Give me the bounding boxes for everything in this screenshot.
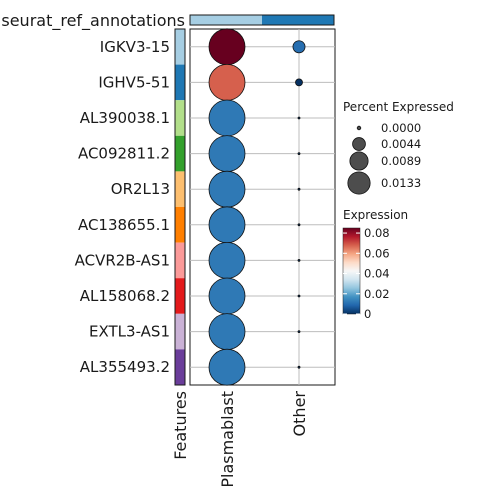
- dot-1-2: [292, 40, 306, 54]
- features-axis-label: Features: [171, 391, 190, 460]
- dot-5-1: [208, 170, 246, 208]
- color-legend-title: Expression: [343, 208, 408, 222]
- color-legend-label: 0: [364, 307, 371, 321]
- dot-8-1: [208, 277, 246, 315]
- color-legend-label: 0.06: [364, 246, 390, 260]
- size-legend-key: [347, 171, 371, 195]
- dot-3-2: [297, 116, 301, 120]
- size-legend-label: 0.0133: [381, 176, 421, 190]
- color-legend: Expression 0 0.02 0.04 0.06 0.08: [342, 208, 408, 321]
- plot-panel: [189, 28, 336, 386]
- feature-label: EXTL3-AS1: [89, 323, 170, 341]
- dot-7-1: [208, 241, 246, 279]
- feature-color-8: [175, 278, 185, 314]
- dot-4-2: [297, 152, 301, 156]
- color-legend-bar: [342, 227, 361, 315]
- color-legend-label: 0.08: [364, 226, 390, 240]
- feature-label: OR2L13: [111, 180, 170, 198]
- annotation-segment-other: [262, 15, 334, 25]
- size-legend-label: 0.0089: [381, 154, 421, 168]
- feature-color-4: [175, 135, 185, 172]
- feature-color-strip: [174, 28, 186, 386]
- feature-color-2: [175, 64, 185, 101]
- dot-8-2: [297, 294, 301, 298]
- dot-10-1: [208, 348, 246, 386]
- dot-1-1: [208, 28, 246, 66]
- dot-3-1: [208, 99, 246, 137]
- dot-7-2: [297, 258, 301, 262]
- dot-9-1: [208, 313, 246, 351]
- feature-color-3: [175, 100, 185, 136]
- dot-2-2: [295, 78, 303, 87]
- annotation-bar-label: seurat_ref_annotations: [1, 11, 185, 31]
- size-legend: Percent Expressed 0.0000 0.0044 0.0089 0.01…: [343, 100, 454, 195]
- feature-color-5: [175, 171, 185, 207]
- feature-label: IGHV5-51: [98, 73, 170, 91]
- size-legend-key: [356, 125, 362, 131]
- dot-10-2: [297, 365, 301, 369]
- feature-label: IGKV3-15: [100, 38, 170, 56]
- feature-strip-border: [174, 28, 186, 386]
- size-legend-key: [352, 137, 366, 151]
- color-legend-label: 0.02: [364, 287, 390, 301]
- group-label: Other: [290, 391, 309, 437]
- size-legend-label: 0.0044: [381, 137, 421, 151]
- annotation-bar-border: [189, 14, 335, 26]
- annotation-segment-plasmablast: [190, 15, 262, 25]
- dot-5-2: [297, 187, 301, 191]
- feature-label: AL355493.2: [80, 358, 170, 376]
- feature-color-6: [175, 207, 185, 243]
- feature-label: AL158068.2: [80, 287, 170, 305]
- feature-color-1: [175, 29, 185, 65]
- size-legend-key: [349, 151, 369, 171]
- feature-label: AL390038.1: [80, 109, 170, 127]
- feature-label: ACVR2B-AS1: [75, 251, 170, 269]
- dot-2-1: [208, 64, 246, 101]
- feature-color-7: [175, 242, 185, 279]
- feature-color-10: [175, 349, 185, 385]
- dot-6-2: [297, 223, 301, 227]
- feature-color-9: [175, 313, 185, 350]
- size-legend-label: 0.0000: [381, 121, 421, 135]
- feature-label: AC092811.2: [78, 145, 170, 163]
- dot-6-1: [208, 206, 246, 244]
- color-legend-label: 0.04: [364, 267, 390, 281]
- group-label: Plasmablast: [218, 391, 237, 488]
- feature-labels: IGKV3-15 IGHV5-51 AL390038.1 AC092811.2 OR2L…: [75, 38, 170, 376]
- dot-9-2: [297, 330, 301, 334]
- dots: [208, 28, 306, 386]
- dot-4-1: [208, 135, 246, 173]
- group-labels: Plasmablast Other: [218, 391, 309, 488]
- feature-label: AC138655.1: [78, 216, 170, 234]
- size-legend-title: Percent Expressed: [343, 100, 454, 114]
